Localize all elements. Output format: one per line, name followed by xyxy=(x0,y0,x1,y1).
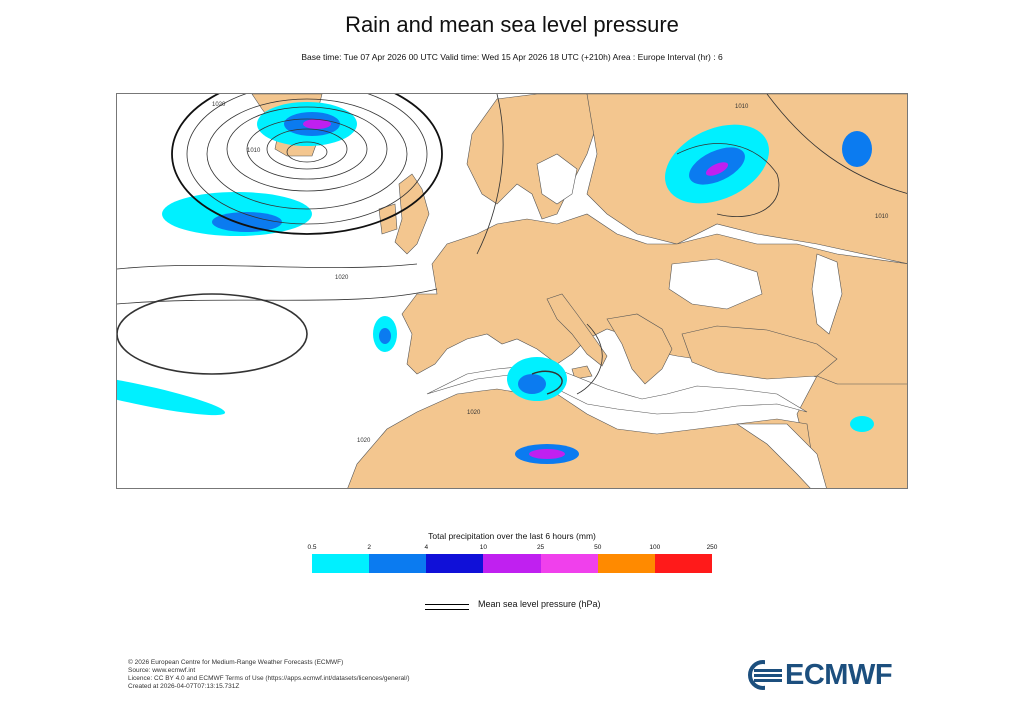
isobar-low xyxy=(531,370,563,395)
land-middle-east xyxy=(796,375,907,488)
legend-tick: 25 xyxy=(536,544,545,551)
isobar-label: 1020 xyxy=(335,275,349,281)
isobar xyxy=(266,128,348,170)
isobar xyxy=(286,141,328,163)
chart-subtitle: Base time: Tue 07 Apr 2026 00 UTC Valid … xyxy=(301,52,723,62)
land-balkans xyxy=(606,313,673,385)
legend-swatch xyxy=(483,554,541,573)
legend-tick: 0.5 xyxy=(307,544,317,551)
isobars xyxy=(117,94,907,395)
precip-iberia-core xyxy=(379,328,391,344)
precip-tyrrhenian-core xyxy=(518,374,546,394)
legend-tick: 10 xyxy=(479,544,488,551)
isobar xyxy=(246,118,368,180)
isobar-label: 1010 xyxy=(247,148,261,154)
mslp-legend-label: Mean sea level pressure (hPa) xyxy=(478,599,601,609)
footer-line: © 2026 European Centre for Medium-Range … xyxy=(128,659,344,666)
seas xyxy=(426,153,843,488)
isobar-high xyxy=(117,293,308,375)
isobar-label: 1010 xyxy=(875,214,889,220)
isobar-label: 1020 xyxy=(357,438,371,444)
footer: © 2026 European Centre for Medium-Range … xyxy=(128,659,410,691)
precip-shading xyxy=(117,102,874,464)
isobar xyxy=(676,143,780,217)
precip-russia-purple xyxy=(705,162,729,176)
ecmwf-logo: ECMWF xyxy=(748,658,893,691)
precip-ne xyxy=(842,131,872,167)
isobar-label: 1020 xyxy=(212,102,226,108)
legend-title: Total precipitation over the last 6 hour… xyxy=(428,531,596,541)
legend-swatch xyxy=(312,554,370,573)
precip-sw-band xyxy=(117,372,226,416)
isobar xyxy=(117,263,418,270)
land-north-africa xyxy=(347,388,818,488)
isobar xyxy=(576,323,603,395)
precip-east xyxy=(850,416,874,432)
sea-baltic xyxy=(536,153,578,205)
forecast-map: 1020 1020 1020 1020 1010 1010 1010 xyxy=(116,93,908,489)
sea-black-sea xyxy=(668,258,763,310)
isobar xyxy=(206,98,408,210)
chart-title: Rain and mean sea level pressure xyxy=(345,12,679,37)
ecmwf-logo-text: ECMWF xyxy=(785,658,893,691)
precip-libya-core xyxy=(529,449,565,459)
isobar xyxy=(186,94,428,225)
land xyxy=(251,94,907,488)
ecmwf-logo-icon xyxy=(748,660,782,690)
footer-line: Licence: CC BY 4.0 and ECMWF Terms of Us… xyxy=(128,675,410,682)
legend-swatch xyxy=(426,554,484,573)
footer-line: Source: www.ecmwf.int xyxy=(128,667,196,674)
land-britain xyxy=(394,173,430,255)
legend-tick: 50 xyxy=(594,544,602,551)
footer-line: Created at 2026-04-07T07:13:15.731Z xyxy=(128,683,240,690)
isobar-label: 1020 xyxy=(467,410,481,416)
precip-atlantic-core xyxy=(212,212,282,232)
legend-swatch xyxy=(597,554,655,573)
isobar-bold xyxy=(171,94,443,235)
isobar xyxy=(226,106,388,192)
legend-swatch xyxy=(540,554,598,573)
sea-red-sea xyxy=(736,423,827,488)
legend-tick: 4 xyxy=(424,544,429,551)
precip-iceland-purple xyxy=(303,119,331,129)
legend-swatch xyxy=(369,554,427,573)
isobar xyxy=(476,94,504,255)
land-turkey xyxy=(681,325,838,380)
legend-swatch xyxy=(654,554,712,573)
isobar-label: 1010 xyxy=(735,104,749,110)
land-italy xyxy=(546,293,608,367)
legend-tick: 100 xyxy=(649,544,661,551)
mslp-legend-line xyxy=(425,604,469,610)
isobar xyxy=(766,94,907,194)
legend-tick: 2 xyxy=(367,544,371,551)
isobar xyxy=(117,288,438,305)
legend-color-scale xyxy=(312,554,712,573)
sea-caspian xyxy=(811,253,843,335)
legend-tick: 250 xyxy=(706,544,718,551)
legend-ticks: 0.5 2 4 10 25 50 100 250 xyxy=(307,544,717,554)
